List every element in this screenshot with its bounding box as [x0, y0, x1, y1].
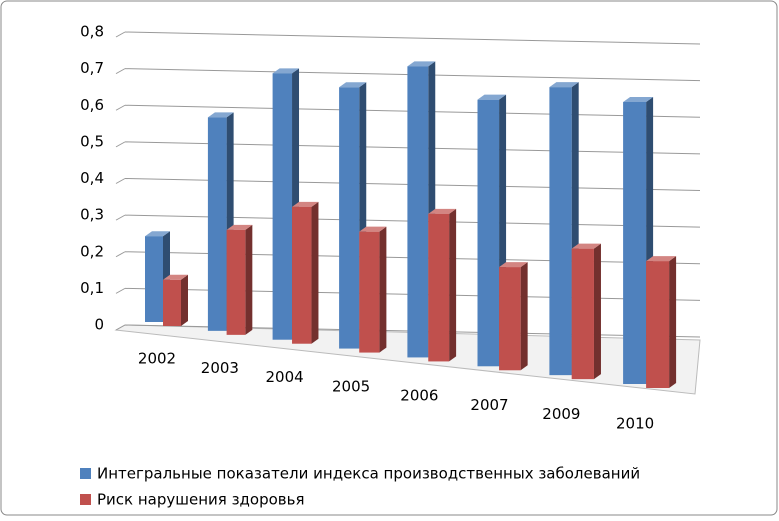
bar: [407, 66, 429, 358]
side-grid-line: [115, 324, 126, 331]
bar-top: [163, 274, 188, 280]
bar: [477, 99, 500, 367]
bar-top: [499, 262, 528, 268]
y-tick-label: 0,3: [80, 206, 104, 224]
x-tick-label: 2005: [332, 377, 370, 395]
bar-top: [646, 256, 677, 262]
bar-side: [593, 243, 601, 380]
y-tick-label: 0,6: [80, 96, 104, 114]
bar-top: [292, 201, 319, 207]
bar-top: [359, 226, 387, 232]
bar: [207, 117, 227, 331]
bar: [549, 87, 572, 376]
bar-top: [549, 82, 579, 88]
bar-top: [145, 231, 170, 237]
bar: [359, 231, 380, 353]
legend-label: Риск нарушения здоровья: [97, 491, 305, 509]
side-grid-line: [115, 104, 126, 111]
bar: [272, 73, 293, 340]
bar: [428, 213, 450, 362]
x-tick-label: 2004: [266, 368, 304, 386]
bar-top: [571, 243, 601, 249]
bar-side: [520, 262, 528, 371]
bar: [292, 206, 312, 344]
bar-top: [226, 224, 253, 230]
y-tick-label: 0,4: [80, 169, 104, 187]
y-tick-label: 0,5: [80, 132, 104, 150]
bar-top: [428, 208, 457, 214]
bar-top: [272, 68, 300, 74]
bar-side: [245, 224, 253, 335]
bar-side: [311, 201, 319, 344]
bar: [623, 102, 647, 384]
side-grid-line: [115, 287, 126, 294]
bar: [571, 248, 594, 380]
side-grid-line: [115, 141, 126, 148]
bar-top: [477, 94, 507, 100]
side-grid-line: [115, 68, 126, 75]
y-tick-label: 0: [94, 316, 104, 334]
bar: [339, 87, 360, 349]
y-tick-label: 0,2: [80, 242, 104, 260]
x-tick-label: 2009: [542, 405, 580, 423]
grid-line: [124, 31, 701, 45]
side-grid-line: [115, 178, 126, 184]
legend-swatch: [80, 468, 91, 479]
bar: [163, 279, 181, 326]
bar-top: [623, 97, 654, 102]
bar: [646, 261, 670, 388]
side-grid-line: [115, 214, 126, 221]
bar-side: [449, 208, 457, 362]
legend-swatch: [80, 494, 91, 505]
bar-top: [407, 61, 436, 67]
y-tick-label: 0,8: [80, 23, 104, 41]
bar-side: [379, 226, 387, 353]
x-tick-label: 2007: [470, 396, 508, 414]
side-grid-line: [115, 251, 126, 258]
bar-top: [207, 112, 234, 118]
x-tick-label: 2002: [138, 350, 176, 368]
x-tick-label: 2010: [616, 415, 654, 433]
bar-side: [669, 256, 677, 388]
legend-label: Интегральные показатели индекса производ…: [97, 465, 640, 483]
bar: [145, 236, 163, 322]
y-tick-label: 0,1: [80, 279, 104, 297]
side-grid-line: [115, 31, 126, 38]
x-tick-label: 2006: [400, 387, 438, 405]
y-tick-label: 0,7: [80, 59, 104, 77]
bar: [226, 229, 246, 335]
x-tick-label: 2003: [201, 359, 239, 377]
bar: [499, 267, 521, 371]
bar-top: [339, 82, 367, 88]
bar-side: [181, 274, 188, 326]
